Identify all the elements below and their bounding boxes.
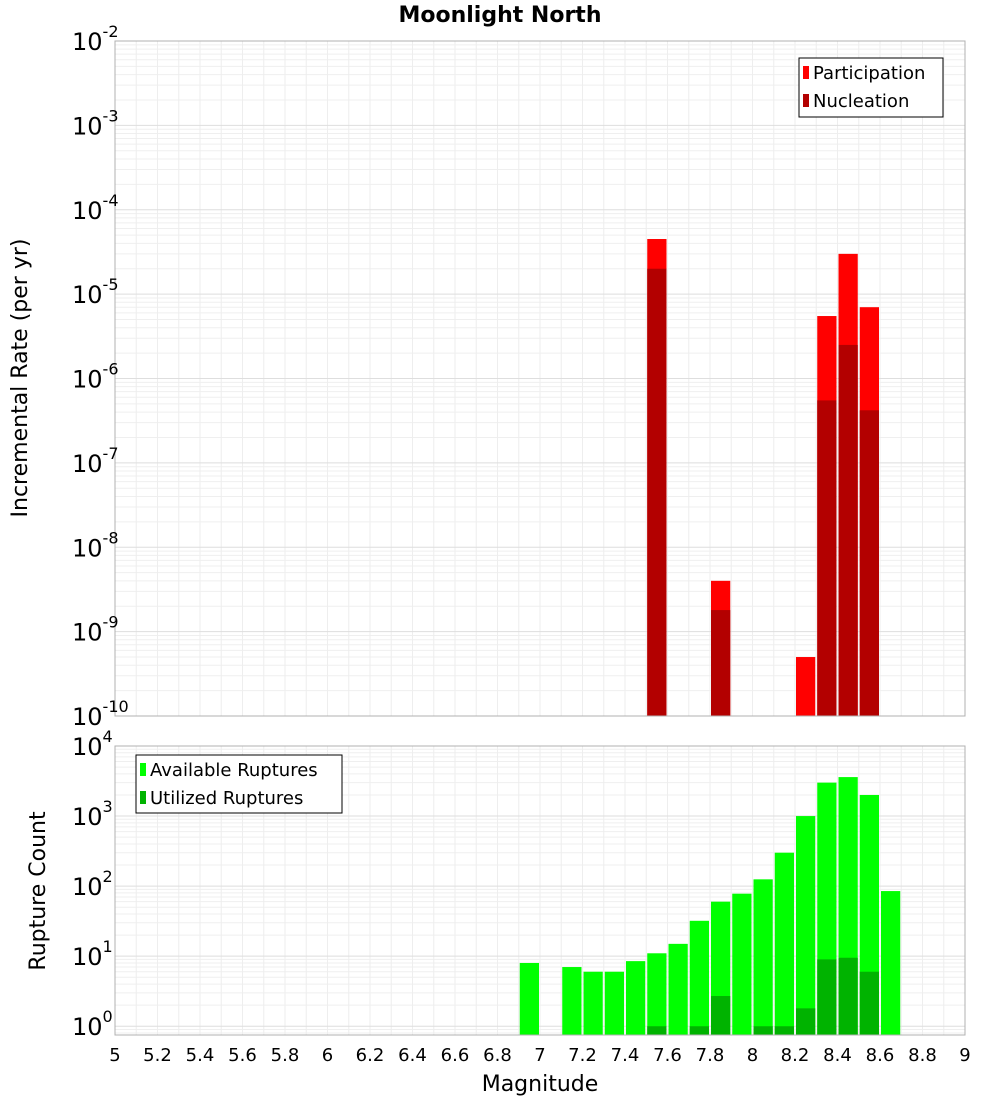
y-tick-label: 102 (72, 867, 113, 901)
bar-available-ruptures (796, 816, 816, 1035)
legend-swatch-participation (803, 66, 809, 79)
bar-utilized-ruptures (774, 1026, 794, 1035)
x-tick-label: 5.6 (228, 1045, 257, 1066)
x-tick-label: 5 (109, 1045, 120, 1066)
legend-label-participation: Participation (813, 63, 925, 84)
y-tick-label: 101 (72, 937, 113, 971)
legend-swatch-available-ruptures (140, 763, 146, 776)
x-tick-label: 6.2 (356, 1045, 385, 1066)
x-tick-label: 6 (322, 1045, 333, 1066)
count-panel: 100 101 102 103 104 5 5.2 5.4 5.6 5.8 6 6.2 6.4 6.6 6… (26, 727, 971, 1097)
rate-panel-y-axis-label: Incremental Rate (per yr) (8, 239, 33, 518)
x-tick-label: 5.2 (143, 1045, 172, 1066)
bar-nucleation (647, 268, 667, 716)
legend-label-nucleation: Nucleation (813, 91, 909, 112)
bar-utilized-ruptures (817, 959, 837, 1035)
count-panel-legend: Available Ruptures Utilized Ruptures (135, 754, 343, 814)
bar-available-ruptures (583, 971, 603, 1035)
bar-available-ruptures (626, 961, 646, 1035)
x-axis-label: Magnitude (482, 1072, 599, 1097)
y-tick-label: 100 (72, 1007, 113, 1041)
bar-utilized-ruptures (647, 1026, 667, 1035)
count-panel-x-ticks: 5 5.2 5.4 5.6 5.8 6 6.2 6.4 6.6 6.8 7 7.2 7.4 7.6 7.8 8… (109, 1045, 970, 1066)
x-tick-label: 8.6 (866, 1045, 895, 1066)
legend-label-utilized-ruptures: Utilized Ruptures (150, 788, 303, 809)
rate-panel-y-ticks: 10-2 10-3 10-4 10-5 10-6 10-7 10-8 10-9 10-10 (72, 22, 129, 731)
x-tick-label: 8.2 (781, 1045, 810, 1066)
y-tick-label: 10-10 (72, 697, 129, 731)
x-tick-label: 7.8 (696, 1045, 725, 1066)
bar-nucleation (711, 610, 731, 716)
x-tick-label: 8 (747, 1045, 758, 1066)
y-tick-label: 10-5 (72, 275, 119, 309)
bar-utilized-ruptures (753, 1026, 773, 1035)
x-tick-label: 7.4 (611, 1045, 640, 1066)
chart-title: Moonlight North (398, 3, 601, 28)
rate-panel-bars (647, 239, 879, 716)
bar-nucleation (817, 400, 837, 716)
count-panel-frame (114, 745, 966, 1036)
x-tick-label: 5.4 (186, 1045, 215, 1066)
bar-available-ruptures (647, 953, 667, 1035)
bar-available-ruptures (774, 852, 794, 1035)
rate-panel: 10-2 10-3 10-4 10-5 10-6 10-7 10-8 10-9 10-10 In… (8, 22, 966, 731)
bar-available-ruptures (604, 971, 624, 1035)
bar-available-ruptures (689, 920, 709, 1035)
x-tick-label: 9 (959, 1045, 970, 1066)
bar-available-ruptures (732, 893, 752, 1035)
y-tick-label: 10-8 (72, 528, 119, 562)
rate-panel-grid (114, 40, 966, 717)
y-tick-label: 10-2 (72, 22, 119, 56)
legend-swatch-utilized-ruptures (140, 791, 146, 804)
x-tick-label: 6.8 (483, 1045, 512, 1066)
x-tick-label: 7.2 (568, 1045, 597, 1066)
count-panel-y-ticks: 100 101 102 103 104 (72, 727, 113, 1041)
bar-utilized-ruptures (689, 1026, 709, 1035)
x-tick-label: 6.6 (441, 1045, 470, 1066)
y-tick-label: 10-9 (72, 613, 119, 647)
rate-panel-legend: Participation Nucleation (798, 57, 944, 118)
bar-nucleation (838, 344, 858, 716)
x-tick-label: 7 (534, 1045, 545, 1066)
bar-utilized-ruptures (859, 971, 879, 1035)
y-tick-label: 10-3 (72, 106, 119, 140)
bar-available-ruptures (562, 967, 582, 1035)
bar-utilized-ruptures (711, 996, 731, 1035)
rate-panel-legend-box (798, 57, 944, 118)
y-tick-label: 10-6 (72, 360, 119, 394)
bar-available-ruptures (881, 891, 901, 1035)
x-tick-label: 5.8 (271, 1045, 300, 1066)
x-tick-label: 8.4 (823, 1045, 852, 1066)
y-tick-label: 103 (72, 797, 113, 831)
bar-available-ruptures (753, 879, 773, 1035)
rate-panel-frame (114, 40, 966, 717)
y-tick-label: 10-4 (72, 191, 119, 225)
count-panel-bars (519, 777, 901, 1035)
y-tick-label: 104 (72, 727, 113, 761)
bar-utilized-ruptures (838, 957, 858, 1035)
legend-label-available-ruptures: Available Ruptures (150, 760, 318, 781)
y-tick-label: 10-7 (72, 444, 119, 478)
bar-utilized-ruptures (796, 1008, 816, 1035)
x-tick-label: 7.6 (653, 1045, 682, 1066)
count-panel-y-axis-label: Rupture Count (26, 811, 51, 971)
bar-available-ruptures (668, 943, 688, 1035)
x-tick-label: 8.8 (908, 1045, 937, 1066)
bar-nucleation (859, 410, 879, 716)
count-panel-legend-box (135, 754, 343, 814)
legend-swatch-nucleation (803, 94, 809, 107)
x-tick-label: 6.4 (398, 1045, 427, 1066)
bar-participation (796, 657, 816, 716)
bar-available-ruptures (519, 962, 539, 1035)
